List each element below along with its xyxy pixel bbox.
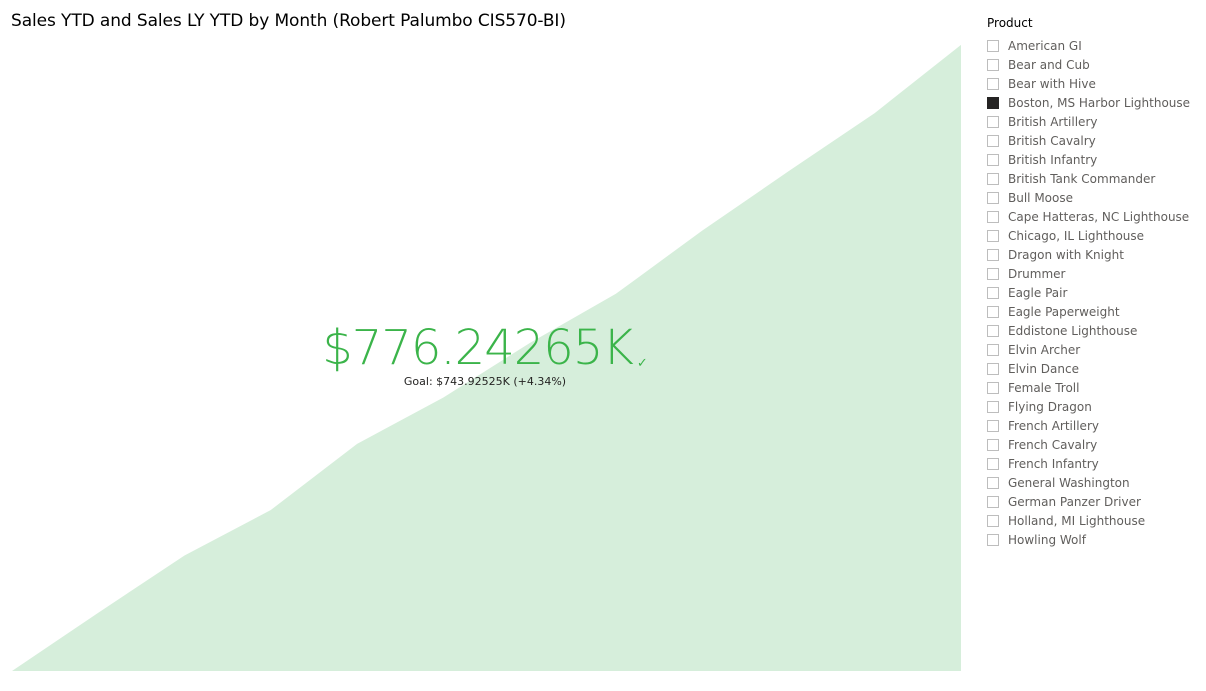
slicer-item-label: Boston, MS Harbor Lighthouse bbox=[1008, 95, 1191, 110]
slicer-item-label: British Artillery bbox=[1008, 114, 1098, 129]
checkbox[interactable] bbox=[987, 438, 999, 451]
slicer-item-label: British Tank Commander bbox=[1008, 171, 1156, 186]
slicer-item-label: Bear and Cub bbox=[1008, 57, 1090, 72]
slicer-item-label: Howling Wolf bbox=[1008, 532, 1086, 547]
checkbox[interactable] bbox=[987, 267, 999, 280]
checkbox[interactable] bbox=[987, 115, 999, 128]
slicer-item-label: French Artillery bbox=[1008, 418, 1099, 433]
slicer-item-label: Bull Moose bbox=[1008, 190, 1073, 205]
checkbox[interactable] bbox=[987, 39, 999, 52]
slicer-item[interactable]: American GI bbox=[987, 36, 1202, 55]
checkbox[interactable] bbox=[987, 400, 999, 413]
checkbox-checked[interactable] bbox=[987, 96, 999, 109]
checkbox[interactable] bbox=[987, 305, 999, 318]
slicer-item-label: British Cavalry bbox=[1008, 133, 1096, 148]
slicer-item-label: Drummer bbox=[1008, 266, 1066, 281]
checkbox[interactable] bbox=[987, 495, 999, 508]
slicer-item[interactable]: Howling Wolf bbox=[987, 530, 1202, 549]
kpi-goal: Goal: $743.92525K (+4.34%) bbox=[403, 375, 567, 388]
checkbox[interactable] bbox=[987, 172, 999, 185]
checkbox[interactable] bbox=[987, 286, 999, 299]
checkbox[interactable] bbox=[987, 324, 999, 337]
slicer-item[interactable]: Chicago, IL Lighthouse bbox=[987, 226, 1202, 245]
kpi-visual[interactable]: Sales YTD and Sales LY YTD by Month (Rob… bbox=[0, 0, 970, 691]
slicer-item-label: Holland, MI Lighthouse bbox=[1008, 513, 1146, 528]
checkbox[interactable] bbox=[987, 343, 999, 356]
slicer-item[interactable]: British Cavalry bbox=[987, 131, 1202, 150]
checkbox[interactable] bbox=[987, 514, 999, 527]
checkbox[interactable] bbox=[987, 153, 999, 166]
checkbox[interactable] bbox=[987, 533, 999, 546]
slicer-item[interactable]: Female Troll bbox=[987, 378, 1202, 397]
slicer-item[interactable]: Bull Moose bbox=[987, 188, 1202, 207]
slicer-item[interactable]: Bear with Hive bbox=[987, 74, 1202, 93]
checkbox[interactable] bbox=[987, 191, 999, 204]
slicer-item[interactable]: Eagle Pair bbox=[987, 283, 1202, 302]
slicer-item[interactable]: Boston, MS Harbor Lighthouse bbox=[987, 93, 1202, 112]
slicer-item[interactable]: British Artillery bbox=[987, 112, 1202, 131]
slicer-item[interactable]: French Artillery bbox=[987, 416, 1202, 435]
slicer-item-label: Elvin Dance bbox=[1008, 361, 1079, 376]
checkbox[interactable] bbox=[987, 419, 999, 432]
slicer-item-label: French Cavalry bbox=[1008, 437, 1098, 452]
checkbox[interactable] bbox=[987, 476, 999, 489]
slicer-item[interactable]: Elvin Dance bbox=[987, 359, 1202, 378]
kpi-value: $776.24265K bbox=[322, 320, 634, 376]
slicer-header: Product bbox=[987, 16, 1033, 30]
slicer-item-label: Eagle Paperweight bbox=[1008, 304, 1120, 319]
checkbox[interactable] bbox=[987, 362, 999, 375]
slicer-item-label: Bear with Hive bbox=[1008, 76, 1096, 91]
visual-title: Sales YTD and Sales LY YTD by Month (Rob… bbox=[11, 11, 566, 31]
slicer-item[interactable]: Bear and Cub bbox=[987, 55, 1202, 74]
slicer-item[interactable]: General Washington bbox=[987, 473, 1202, 492]
slicer-list: American GI Bear and Cub Bear with Hive Bos… bbox=[987, 36, 1202, 549]
kpi-indicator: $776.24265K ✓ bbox=[0, 318, 970, 378]
slicer-item[interactable]: Elvin Archer bbox=[987, 340, 1202, 359]
slicer-item-label: Chicago, IL Lighthouse bbox=[1008, 228, 1145, 243]
product-slicer[interactable]: Product American GI Bear and Cub Bear with… bbox=[987, 15, 1202, 549]
slicer-item[interactable]: Dragon with Knight bbox=[987, 245, 1202, 264]
slicer-item[interactable]: German Panzer Driver bbox=[987, 492, 1202, 511]
slicer-item[interactable]: British Tank Commander bbox=[987, 169, 1202, 188]
checkbox[interactable] bbox=[987, 381, 999, 394]
slicer-item-label: German Panzer Driver bbox=[1008, 494, 1141, 509]
slicer-item-label: Eddistone Lighthouse bbox=[1008, 323, 1138, 338]
slicer-item[interactable]: Holland, MI Lighthouse bbox=[987, 511, 1202, 530]
checkbox[interactable] bbox=[987, 210, 999, 223]
checkbox[interactable] bbox=[987, 77, 999, 90]
slicer-item-label: British Infantry bbox=[1008, 152, 1098, 167]
slicer-item-label: Elvin Archer bbox=[1008, 342, 1081, 357]
slicer-item[interactable]: Drummer bbox=[987, 264, 1202, 283]
slicer-item[interactable]: British Infantry bbox=[987, 150, 1202, 169]
slicer-item[interactable]: Eddistone Lighthouse bbox=[987, 321, 1202, 340]
slicer-item-label: Eagle Pair bbox=[1008, 285, 1068, 300]
checkbox[interactable] bbox=[987, 134, 999, 147]
checkbox[interactable] bbox=[987, 229, 999, 242]
slicer-item-label: Female Troll bbox=[1008, 380, 1080, 395]
checkbox[interactable] bbox=[987, 58, 999, 71]
slicer-item-label: Dragon with Knight bbox=[1008, 247, 1124, 262]
slicer-item[interactable]: French Infantry bbox=[987, 454, 1202, 473]
slicer-item-label: American GI bbox=[1008, 38, 1082, 53]
slicer-item-label: Cape Hatteras, NC Lighthouse bbox=[1008, 209, 1190, 224]
check-icon: ✓ bbox=[636, 356, 648, 371]
checkbox[interactable] bbox=[987, 248, 999, 261]
slicer-item[interactable]: Flying Dragon bbox=[987, 397, 1202, 416]
slicer-item[interactable]: Cape Hatteras, NC Lighthouse bbox=[987, 207, 1202, 226]
slicer-item-label: Flying Dragon bbox=[1008, 399, 1092, 414]
checkbox[interactable] bbox=[987, 457, 999, 470]
slicer-item[interactable]: Eagle Paperweight bbox=[987, 302, 1202, 321]
trend-area bbox=[12, 44, 961, 671]
slicer-item-label: General Washington bbox=[1008, 475, 1130, 490]
slicer-item-label: French Infantry bbox=[1008, 456, 1099, 471]
trend-area-chart bbox=[12, 44, 961, 671]
slicer-item[interactable]: French Cavalry bbox=[987, 435, 1202, 454]
